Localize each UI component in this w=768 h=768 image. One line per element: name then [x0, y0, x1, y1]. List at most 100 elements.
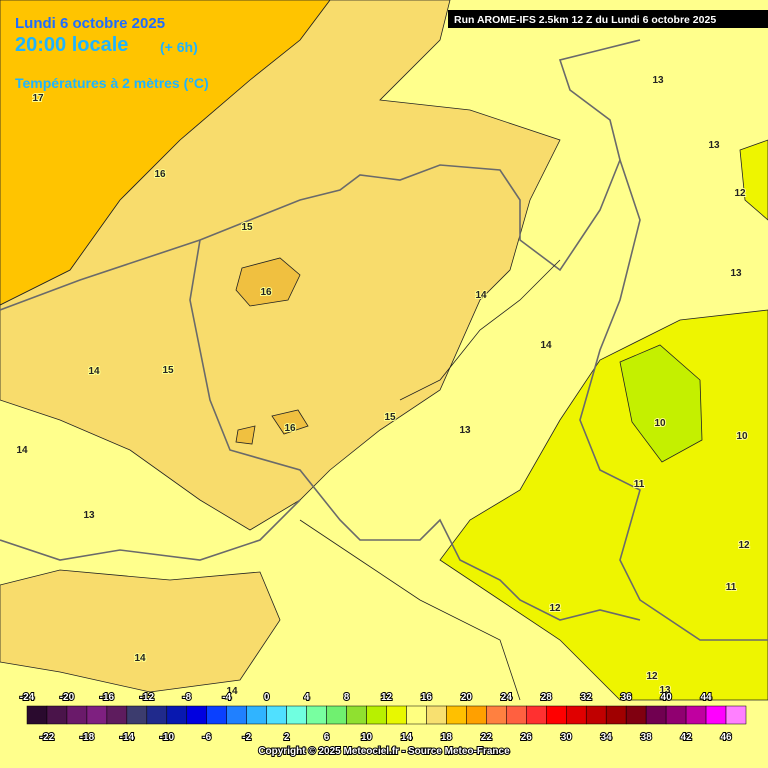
color-swatch [486, 705, 507, 725]
color-swatch [86, 705, 108, 725]
color-swatch [526, 705, 547, 725]
colorbar-label: 20 [461, 692, 473, 703]
colorbar-label: -4 [222, 692, 231, 703]
contour-label: 16 [284, 423, 296, 434]
color-swatch [605, 705, 627, 725]
color-swatch [146, 705, 168, 725]
colorbar-label: 10 [361, 732, 373, 743]
temperature-zone [235, 257, 301, 307]
contour-label: 13 [659, 685, 671, 696]
color-swatch [46, 705, 68, 725]
colorbar-label: -10 [160, 732, 175, 743]
colorbar-label: 12 [381, 692, 393, 703]
color-swatch [126, 705, 148, 725]
temperature-zone [235, 425, 256, 445]
contour-label: 10 [736, 431, 748, 442]
contour-label: 17 [32, 93, 44, 104]
color-swatch [26, 705, 48, 725]
variable: Températures à 2 mètres (°C) [15, 75, 209, 91]
color-swatch [625, 705, 647, 725]
colorbar-label: 2 [284, 732, 290, 743]
color-swatch [426, 705, 447, 725]
temperature-zone [619, 344, 703, 463]
color-swatch [226, 705, 247, 725]
colorbar-label: 44 [700, 692, 712, 703]
run: Run AROME-IFS 2.5km 12 Z du Lundi 6 octo… [454, 14, 716, 26]
border [0, 39, 641, 311]
color-swatch [466, 705, 487, 725]
color-swatch [106, 705, 128, 725]
color-swatch [166, 705, 188, 725]
contour-label: 14 [226, 686, 238, 697]
colorbar-label: 16 [421, 692, 433, 703]
colorbar-label: -22 [40, 732, 55, 743]
colorbar-label: -8 [182, 692, 191, 703]
contour-label: 14 [134, 653, 146, 664]
contour-label: 13 [708, 140, 720, 151]
contour-label: 16 [260, 287, 272, 298]
offset: (+ 6h) [160, 39, 198, 55]
color-swatch [266, 705, 287, 725]
contour-label: 15 [384, 412, 396, 423]
color-swatch [685, 705, 707, 725]
colorbar-label: 8 [344, 692, 350, 703]
colorbar-label: 22 [481, 732, 493, 743]
contour-label: 14 [88, 366, 100, 377]
run-box [448, 10, 768, 28]
colorbar-label: 32 [581, 692, 593, 703]
colorbar-label: -6 [202, 732, 211, 743]
contour-label: 11 [634, 479, 645, 490]
temperature-zone [0, 569, 281, 693]
contour-label: 11 [726, 582, 737, 593]
color-swatch [506, 705, 527, 725]
color-swatch [366, 705, 387, 725]
border [579, 159, 768, 641]
colorbar-label: 18 [441, 732, 453, 743]
colorbar-label: -18 [80, 732, 95, 743]
border [0, 499, 301, 561]
contour-label: 12 [738, 540, 750, 551]
color-swatch [585, 705, 607, 725]
color-swatch [725, 705, 747, 725]
colorbar-label: 40 [661, 692, 673, 703]
colorbar-label: 4 [304, 692, 310, 703]
color-swatch [206, 705, 227, 725]
colorbar-label: 26 [521, 732, 533, 743]
colorbar-label: 28 [541, 692, 553, 703]
colorbar-label: 34 [601, 732, 613, 743]
contour-label: 16 [154, 169, 166, 180]
time: 20:00 locale [15, 34, 128, 56]
colorbar-label: 6 [324, 732, 330, 743]
contour-line [399, 259, 561, 401]
colorbar-label: 42 [681, 732, 693, 743]
contour-label: 13 [652, 75, 664, 86]
date: Lundi 6 octobre 2025 [15, 15, 165, 32]
color-swatch [186, 705, 207, 725]
colorbar-label: 14 [401, 732, 413, 743]
colorbar-label: 24 [501, 692, 513, 703]
contour-label: 13 [459, 425, 471, 436]
border [189, 239, 641, 621]
temperature-zone [0, 0, 331, 306]
colorbar-label: -16 [100, 692, 115, 703]
temperature-zone [739, 139, 768, 221]
color-swatch [665, 705, 687, 725]
colorbar-label: 38 [641, 732, 653, 743]
color-swatch [66, 705, 88, 725]
color-swatch [306, 705, 327, 725]
color-swatch [566, 705, 587, 725]
colorbar-label: 46 [720, 732, 732, 743]
colorbar-label: -12 [140, 692, 155, 703]
color-swatch [446, 705, 467, 725]
colorbar-label: 36 [621, 692, 633, 703]
color-swatch [705, 705, 727, 725]
color-swatch [246, 705, 267, 725]
contour-label: 13 [730, 268, 742, 279]
contour-label: 14 [475, 290, 487, 301]
colorbar-label: -24 [20, 692, 35, 703]
contour-label: 10 [654, 418, 666, 429]
contour-label: 13 [83, 510, 95, 521]
